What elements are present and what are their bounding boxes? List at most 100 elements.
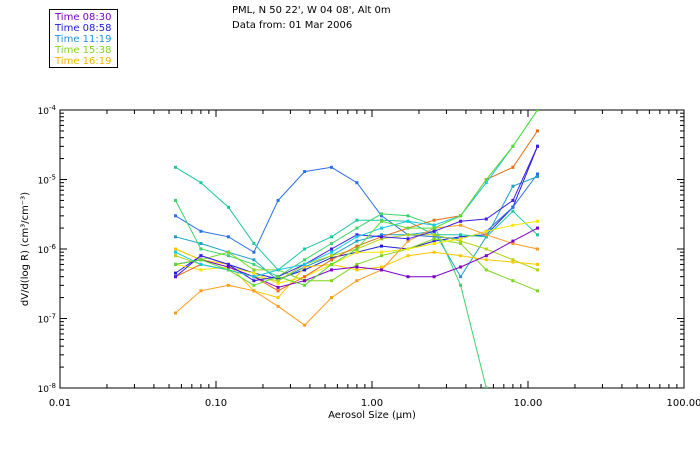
data-point <box>252 275 256 279</box>
data-point <box>303 275 307 279</box>
data-point <box>484 217 488 221</box>
data-point <box>459 214 463 218</box>
data-point <box>303 268 307 272</box>
data-point <box>330 247 333 251</box>
data-point <box>406 239 410 243</box>
data-point <box>276 281 280 285</box>
data-point <box>252 279 256 283</box>
legend-item: Time 08:30 <box>55 12 112 23</box>
data-point <box>380 268 383 272</box>
data-point <box>511 144 515 148</box>
data-point <box>380 265 383 269</box>
data-point <box>355 235 359 239</box>
series-s1 <box>174 144 539 281</box>
x-axis-label: Aerosol Size (µm) <box>328 410 416 421</box>
data-point <box>330 258 333 262</box>
data-point <box>484 268 488 272</box>
data-point <box>303 265 307 269</box>
data-point <box>432 233 436 237</box>
data-point <box>511 184 515 188</box>
data-point <box>459 275 463 279</box>
data-point <box>536 129 539 133</box>
data-point <box>511 209 515 213</box>
data-point <box>484 178 488 181</box>
data-point <box>459 239 463 243</box>
data-point <box>536 219 539 223</box>
data-point <box>199 247 203 251</box>
data-point <box>330 268 333 272</box>
y-tick-label: 10-7 <box>38 313 56 326</box>
series-line <box>175 200 487 388</box>
data-point <box>174 165 177 169</box>
data-point <box>355 244 359 248</box>
data-point <box>432 237 436 241</box>
data-point <box>252 258 256 262</box>
data-point <box>484 229 488 233</box>
data-point <box>536 226 539 230</box>
data-point <box>276 275 280 279</box>
data-point <box>252 289 256 293</box>
y-tick-label: 10-8 <box>38 382 56 395</box>
data-point <box>174 235 177 239</box>
data-point <box>199 242 203 245</box>
data-point <box>484 181 488 185</box>
data-point <box>355 265 359 269</box>
data-point <box>536 289 539 293</box>
x-tick-label: 100.00 <box>667 398 700 409</box>
data-point <box>355 226 359 230</box>
data-point <box>511 223 515 227</box>
data-point <box>380 250 383 254</box>
data-point <box>330 165 333 169</box>
data-point <box>459 254 463 258</box>
data-point <box>380 219 383 223</box>
data-point <box>226 250 230 254</box>
data-point <box>226 268 230 272</box>
data-point <box>406 219 410 223</box>
data-point <box>276 289 280 293</box>
data-point <box>406 275 410 279</box>
data-point <box>174 262 177 266</box>
data-point <box>511 165 515 169</box>
data-point <box>406 214 410 218</box>
data-point <box>406 247 410 251</box>
data-point <box>511 239 515 243</box>
data-point <box>252 250 256 254</box>
data-point <box>303 170 307 174</box>
data-point <box>199 254 203 258</box>
data-point <box>174 311 177 315</box>
data-point <box>536 247 539 251</box>
data-point <box>252 268 256 272</box>
data-point <box>406 237 410 241</box>
data-point <box>484 386 488 388</box>
y-tick-label: 10-4 <box>38 104 57 117</box>
data-point <box>432 275 436 279</box>
data-point <box>226 254 230 258</box>
data-point <box>355 247 359 251</box>
y-axis-label: dV/d(log R) (cm³/cm⁻³) <box>20 192 31 306</box>
x-tick-label: 0.10 <box>205 398 227 409</box>
data-point <box>484 254 488 258</box>
data-point <box>199 268 203 272</box>
data-point <box>276 268 280 272</box>
legend-item: Time 16:19 <box>55 56 112 67</box>
data-point <box>536 175 539 179</box>
data-point <box>380 237 383 241</box>
data-point <box>174 250 177 254</box>
data-point <box>199 258 203 262</box>
data-point <box>199 181 203 185</box>
x-tick-label: 0.01 <box>49 398 71 409</box>
data-point <box>226 262 230 266</box>
data-point <box>276 285 280 289</box>
data-point <box>330 262 333 266</box>
data-point <box>252 283 256 287</box>
legend-item: Time 08:58 <box>55 23 112 34</box>
data-point <box>380 254 383 258</box>
data-point <box>252 262 256 266</box>
x-tick-label: 1.00 <box>361 398 383 409</box>
data-point <box>511 242 515 245</box>
legend: Time 08:30 Time 08:58 Time 11:19 Time 15… <box>49 9 118 68</box>
data-point <box>380 226 383 230</box>
data-point <box>252 271 256 275</box>
data-point <box>174 214 177 218</box>
